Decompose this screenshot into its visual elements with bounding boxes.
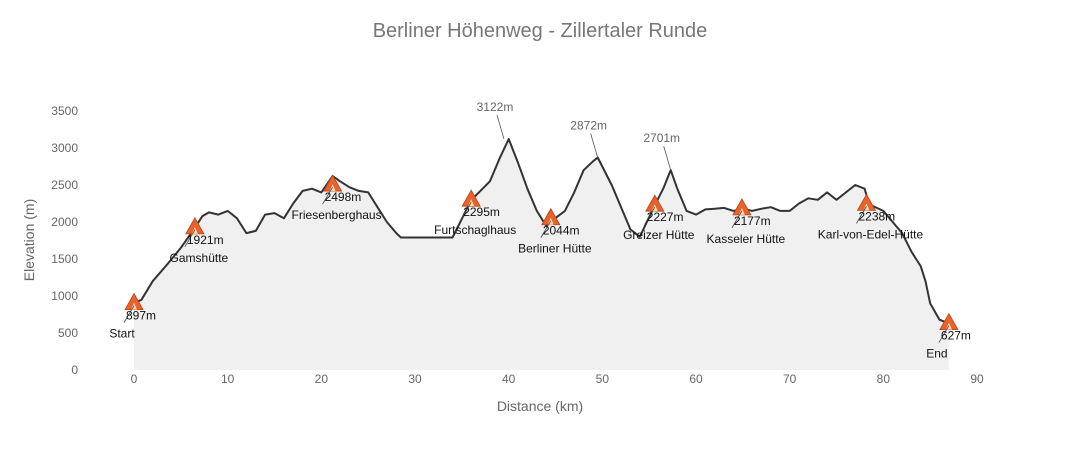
hut-leader-line bbox=[731, 210, 743, 229]
hut-leader-line bbox=[460, 201, 472, 220]
hut-leader-line bbox=[938, 325, 950, 343]
hut-name-label: Karl-von-Edel-Hütte bbox=[818, 227, 924, 241]
hut-marker: 2177m Kasseler Hütte bbox=[707, 198, 786, 246]
hut-elevation-label: 2044m bbox=[543, 224, 580, 238]
hut-leader-line bbox=[644, 206, 656, 225]
elevation-area bbox=[134, 139, 949, 370]
hut-markers: 897m Start 1921m Gamshütte 2498m Friesenbergh… bbox=[109, 174, 971, 361]
y-tick-label: 1000 bbox=[51, 289, 78, 303]
hut-elevation-label: 2295m bbox=[463, 205, 500, 219]
area-layer bbox=[133, 138, 950, 370]
hut-leader-line bbox=[184, 229, 196, 248]
peak-labels: 3122m 2872m 2701m bbox=[477, 100, 680, 171]
peak-label: 3122m bbox=[477, 100, 514, 114]
hut-elevation-label: 2498m bbox=[325, 190, 362, 204]
hut-elevation-label: 2238m bbox=[858, 209, 895, 223]
y-tick-label: 2000 bbox=[51, 215, 78, 229]
hut-leader-line bbox=[123, 305, 135, 323]
hut-name-label: Berliner Hütte bbox=[518, 242, 592, 256]
hut-leader-line bbox=[322, 186, 333, 205]
hut-marker: 2238m Karl-von-Edel-Hütte bbox=[818, 193, 924, 241]
x-tick-label: 90 bbox=[970, 372, 984, 386]
hut-leader-line bbox=[856, 206, 867, 224]
peak-leader-line bbox=[496, 114, 505, 140]
hut-elevation-label: 2227m bbox=[647, 210, 684, 224]
hut-marker: 2227m Greizer Hütte bbox=[623, 194, 695, 242]
hut-marker: 627m End bbox=[926, 312, 971, 361]
peak-leader-line bbox=[663, 146, 672, 171]
chart-title: Berliner Höhenweg - Zillertaler Runde bbox=[373, 20, 708, 42]
x-axis-ticks: 0 10 20 30 40 50 60 70 80 90 bbox=[131, 372, 984, 386]
y-tick-label: 1500 bbox=[51, 252, 78, 266]
x-tick-label: 60 bbox=[689, 372, 703, 386]
x-tick-label: 30 bbox=[408, 372, 422, 386]
hut-elevation-label: 897m bbox=[126, 309, 156, 323]
y-tick-label: 500 bbox=[58, 326, 78, 340]
x-tick-label: 50 bbox=[596, 372, 610, 386]
peak-label: 2872m bbox=[570, 118, 607, 132]
peak-label: 2701m bbox=[643, 131, 680, 145]
hut-name-label: Greizer Hütte bbox=[623, 228, 695, 242]
y-axis-title: Elevation (m) bbox=[21, 199, 37, 281]
y-tick-label: 2500 bbox=[51, 178, 78, 192]
hut-name-label: End bbox=[926, 347, 947, 361]
hut-elevation-label: 1921m bbox=[187, 233, 224, 247]
y-tick-label: 0 bbox=[71, 363, 78, 377]
hut-marker: 2044m Berliner Hütte bbox=[518, 207, 592, 256]
hut-name-label: Friesenberghaus bbox=[292, 208, 382, 222]
hut-name-label: Furtschaglhaus bbox=[434, 223, 516, 237]
x-axis-title: Distance (km) bbox=[497, 398, 583, 414]
x-tick-label: 20 bbox=[315, 372, 329, 386]
hut-marker: 2498m Friesenberghaus bbox=[292, 174, 382, 222]
y-axis-ticks: 0 500 1000 1500 2000 2500 3000 3500 bbox=[51, 104, 78, 377]
hut-elevation-label: 627m bbox=[941, 329, 971, 343]
x-tick-label: 0 bbox=[131, 372, 138, 386]
hut-leader-line bbox=[540, 220, 552, 238]
x-tick-label: 70 bbox=[783, 372, 797, 386]
y-tick-label: 3000 bbox=[51, 141, 78, 155]
elevation-line bbox=[133, 138, 950, 325]
x-tick-label: 10 bbox=[221, 372, 235, 386]
y-tick-label: 3500 bbox=[51, 104, 78, 118]
x-tick-label: 40 bbox=[502, 372, 516, 386]
hut-marker: 897m Start bbox=[109, 292, 156, 341]
peak-leader-line bbox=[590, 133, 599, 158]
hut-name-label: Start bbox=[109, 327, 135, 341]
hut-elevation-label: 2177m bbox=[734, 214, 771, 228]
hut-name-label: Kasseler Hütte bbox=[707, 232, 786, 246]
hut-marker: 2295m Furtschaglhaus bbox=[434, 189, 516, 237]
hut-marker: 1921m Gamshütte bbox=[170, 217, 229, 265]
x-tick-label: 80 bbox=[877, 372, 891, 386]
hut-name-label: Gamshütte bbox=[170, 251, 229, 265]
